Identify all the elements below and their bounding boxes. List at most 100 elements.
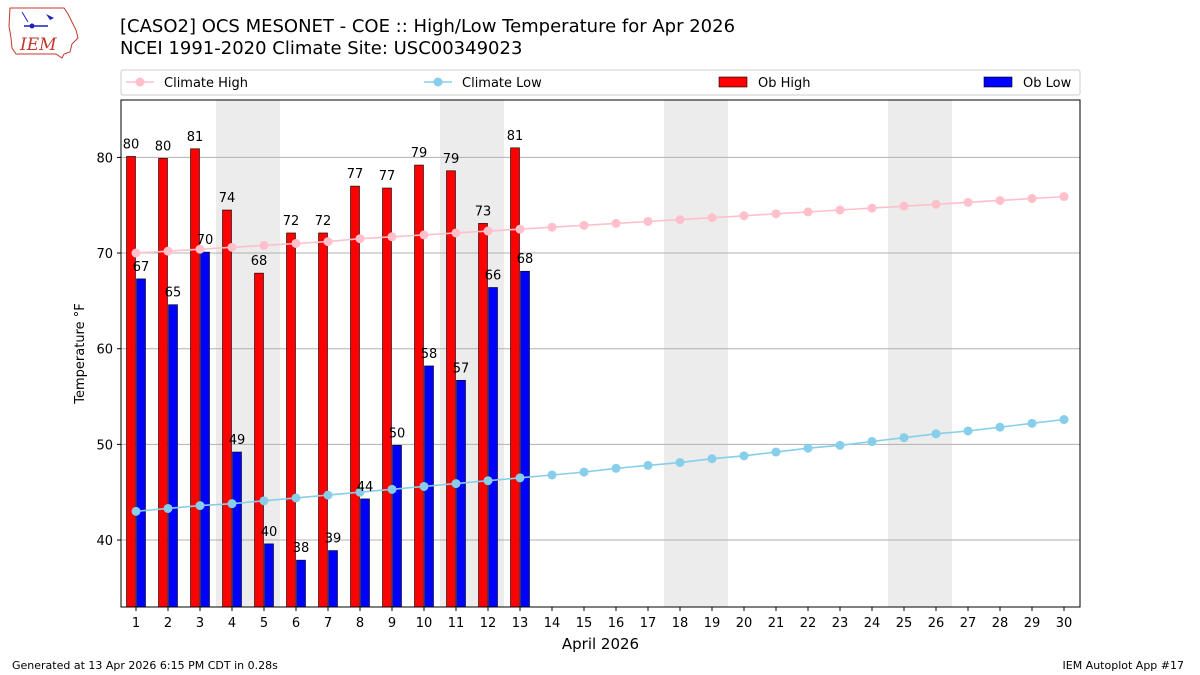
xtick-label-24: 24	[864, 616, 881, 631]
climate-high-point-day-3	[195, 244, 205, 254]
label-ob-high-day-10: 79	[411, 146, 428, 161]
climate-low-point-day-8	[355, 487, 365, 497]
climate-high-point-day-10	[419, 230, 429, 240]
label-ob-low-day-11: 57	[453, 361, 470, 376]
bar-ob-low-day-7	[328, 550, 338, 608]
climate-low-point-day-27	[963, 426, 973, 436]
climate-low-point-day-1	[131, 506, 141, 516]
bar-ob-low-day-12	[488, 287, 498, 608]
xtick-label-8: 8	[356, 616, 364, 631]
climate-high-point-day-26	[931, 199, 941, 209]
climate-low-point-day-20	[739, 451, 749, 461]
legend-ob-low-swatch	[983, 76, 1013, 88]
climate-low-point-day-6	[291, 493, 301, 503]
bar-ob-low-day-13	[520, 270, 530, 608]
climate-high-point-day-5	[259, 240, 269, 250]
ytick-label-50: 50	[96, 438, 113, 453]
bar-ob-high-day-13	[510, 147, 520, 608]
climate-high-point-day-30	[1059, 192, 1069, 202]
label-ob-high-day-11: 79	[443, 152, 460, 167]
climate-low-point-day-29	[1027, 418, 1037, 428]
climate-low-point-day-22	[803, 443, 813, 453]
label-ob-high-day-8: 77	[347, 167, 364, 182]
climate-high-point-day-9	[387, 232, 397, 242]
legend-climate-high-label: Climate High	[164, 76, 248, 91]
legend-ob-high-label: Ob High	[758, 76, 811, 91]
climate-high-point-day-16	[611, 218, 621, 228]
climate-high-point-day-14	[547, 222, 557, 232]
xtick-label-14: 14	[544, 616, 561, 631]
bar-ob-low-day-1	[136, 278, 146, 608]
label-ob-high-day-7: 72	[315, 214, 332, 229]
label-ob-high-day-9: 77	[379, 169, 396, 184]
climate-high-point-day-21	[771, 209, 781, 219]
climate-low-point-day-14	[547, 470, 557, 480]
iem-logo: IEM	[8, 7, 79, 59]
label-ob-low-day-1: 67	[133, 260, 150, 275]
label-ob-low-day-4: 49	[229, 433, 246, 448]
climate-low-point-day-5	[259, 496, 269, 506]
xtick-label-25: 25	[896, 616, 913, 631]
weekend-shading-3	[664, 100, 728, 607]
xtick-label-18: 18	[672, 616, 689, 631]
label-ob-low-day-13: 68	[517, 252, 534, 267]
x-axis-label: April 2026	[562, 635, 639, 653]
xtick-label-6: 6	[292, 616, 300, 631]
chart-title-line2: NCEI 1991-2020 Climate Site: USC00349023	[120, 38, 523, 59]
xtick-label-29: 29	[1024, 616, 1041, 631]
xtick-label-21: 21	[768, 616, 785, 631]
climate-low-point-day-12	[483, 476, 493, 486]
label-ob-high-day-4: 74	[219, 191, 236, 206]
xtick-label-7: 7	[324, 616, 332, 631]
label-ob-low-day-5: 40	[261, 525, 278, 540]
label-ob-high-day-5: 68	[251, 254, 268, 269]
climate-high-point-day-20	[739, 211, 749, 221]
climate-low-point-day-23	[835, 440, 845, 450]
bar-ob-high-day-4	[222, 209, 232, 608]
climate-low-point-day-3	[195, 501, 205, 511]
climate-high-point-day-12	[483, 226, 493, 236]
label-ob-low-day-8: 44	[357, 480, 374, 495]
footer-generated: Generated at 13 Apr 2026 6:15 PM CDT in …	[12, 659, 278, 672]
xtick-label-9: 9	[388, 616, 396, 631]
xtick-label-17: 17	[640, 616, 657, 631]
climate-high-point-day-25	[899, 201, 909, 211]
climate-high-point-day-4	[227, 242, 237, 252]
climate-high-point-day-8	[355, 234, 365, 244]
plot-frame	[120, 99, 1081, 608]
label-ob-low-day-7: 39	[325, 532, 342, 547]
label-ob-low-day-3: 70	[197, 233, 214, 248]
climate-high-point-day-22	[803, 207, 813, 217]
climate-low-point-day-7	[323, 490, 333, 500]
bar-ob-low-day-6	[296, 559, 306, 608]
xtick-label-3: 3	[196, 616, 204, 631]
ytick-label-40: 40	[96, 534, 113, 549]
bar-ob-low-day-4	[232, 451, 242, 608]
xtick-label-20: 20	[736, 616, 753, 631]
weekend-shading-4	[888, 100, 952, 607]
climate-high-point-day-29	[1027, 194, 1037, 204]
label-ob-low-day-2: 65	[165, 286, 182, 301]
climate-low-point-day-26	[931, 429, 941, 439]
xtick-label-26: 26	[928, 616, 945, 631]
xtick-label-23: 23	[832, 616, 849, 631]
legend-climate-low-label: Climate Low	[462, 76, 542, 91]
label-ob-high-day-1: 80	[123, 137, 140, 152]
label-ob-low-day-6: 38	[293, 541, 310, 556]
climate-low-point-day-24	[867, 437, 877, 447]
iem-logo-text: IEM	[19, 35, 57, 55]
bar-ob-high-day-8	[350, 185, 360, 608]
bar-ob-high-day-9	[382, 187, 392, 608]
bar-ob-low-day-2	[168, 304, 178, 608]
climate-high-point-day-1	[131, 248, 141, 258]
climate-high-point-day-19	[707, 213, 717, 223]
legend-climate-low-marker	[433, 77, 443, 87]
climate-high-point-day-13	[515, 224, 525, 234]
xtick-label-28: 28	[992, 616, 1009, 631]
climate-high-point-day-27	[963, 197, 973, 207]
chart-title: [CASO2] OCS MESONET - COE :: High/Low Te…	[120, 16, 735, 60]
legend-ob-high-swatch	[718, 76, 748, 88]
climate-high-point-day-23	[835, 205, 845, 215]
climate-low-point-day-17	[643, 460, 653, 470]
xtick-label-30: 30	[1056, 616, 1073, 631]
